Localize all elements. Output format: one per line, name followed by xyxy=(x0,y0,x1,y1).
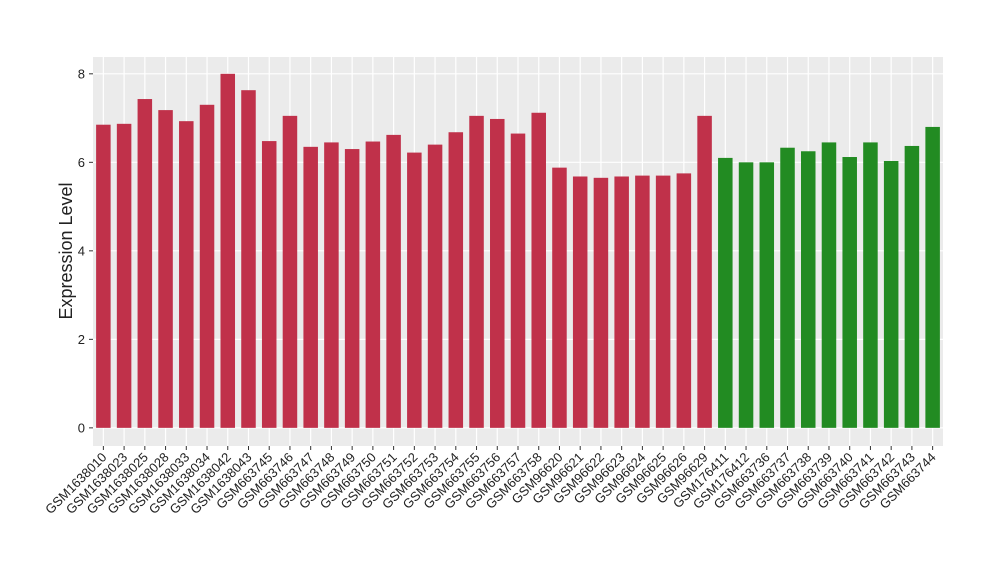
bar xyxy=(261,141,277,428)
bar xyxy=(96,124,111,428)
bar xyxy=(158,110,173,428)
bar xyxy=(282,115,298,428)
y-tick-label: 6 xyxy=(78,155,85,170)
bar xyxy=(635,175,650,428)
bar xyxy=(718,157,733,428)
bar xyxy=(800,151,816,428)
bar xyxy=(738,162,754,428)
bar xyxy=(386,134,401,428)
bar xyxy=(821,142,837,428)
bar xyxy=(531,112,546,428)
bar xyxy=(344,149,360,428)
bar xyxy=(324,142,339,428)
bar xyxy=(552,167,567,428)
bar xyxy=(199,104,215,428)
bar xyxy=(241,90,256,428)
bar xyxy=(925,126,940,428)
bar xyxy=(490,118,505,428)
y-tick-label: 8 xyxy=(78,66,85,81)
bar xyxy=(510,133,526,428)
bar xyxy=(697,115,712,428)
bar xyxy=(469,115,484,428)
bar xyxy=(780,147,795,428)
y-axis-title: Expression Level xyxy=(56,182,76,319)
bar xyxy=(365,141,381,428)
bar xyxy=(614,176,629,428)
bar xyxy=(303,146,318,428)
bar xyxy=(676,173,692,428)
bar xyxy=(220,73,236,428)
bar xyxy=(883,160,899,428)
bar xyxy=(759,162,775,428)
bar xyxy=(572,176,588,428)
bar xyxy=(863,142,878,428)
bar xyxy=(179,121,194,428)
bar xyxy=(904,145,920,428)
bar xyxy=(407,152,422,428)
bar xyxy=(655,175,671,428)
bar xyxy=(116,123,132,428)
y-tick-label: 0 xyxy=(78,420,85,435)
y-tick-label: 2 xyxy=(78,332,85,347)
bar xyxy=(427,144,443,428)
y-tick-label: 4 xyxy=(78,243,85,258)
bar xyxy=(137,99,153,428)
bar xyxy=(842,157,857,428)
bar xyxy=(593,177,609,428)
bar xyxy=(448,132,464,428)
